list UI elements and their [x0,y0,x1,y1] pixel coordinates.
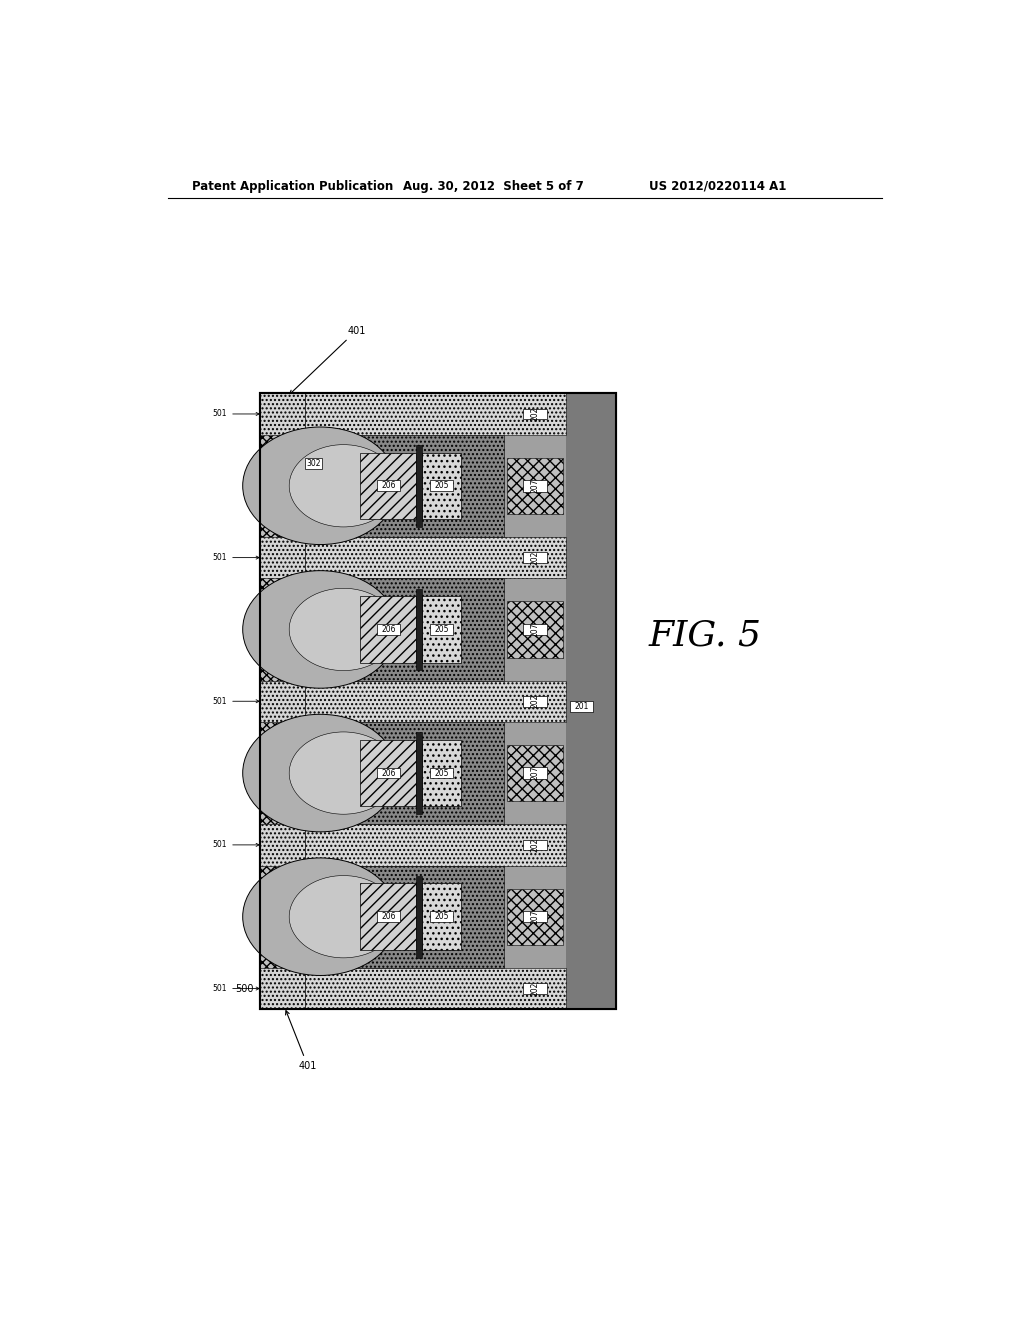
Bar [377,480,400,491]
Bar [260,393,305,434]
Text: 501: 501 [213,841,259,849]
Bar [305,866,504,968]
Bar [305,393,504,1010]
Bar [305,578,504,681]
Bar [504,393,566,1010]
Bar [360,883,416,950]
Bar [360,453,416,519]
Bar [523,552,547,564]
Text: 202: 202 [530,694,540,709]
Text: 205: 205 [434,482,449,490]
Bar [523,696,547,706]
Text: Aug. 30, 2012  Sheet 5 of 7: Aug. 30, 2012 Sheet 5 of 7 [403,180,584,193]
Bar [523,911,547,923]
Text: 205: 205 [434,768,449,777]
Bar [507,744,563,801]
Text: 500: 500 [234,983,254,994]
Bar [305,722,504,824]
Text: 207: 207 [530,909,540,924]
Bar [260,393,616,1010]
Text: 501: 501 [213,553,259,562]
Text: 401: 401 [290,326,366,395]
Bar [507,888,563,945]
Bar [377,911,400,923]
Text: 206: 206 [381,624,395,634]
Ellipse shape [243,858,397,975]
Bar [569,701,593,711]
Text: 202: 202 [530,407,540,421]
Bar [360,597,416,663]
Bar [305,393,566,434]
Ellipse shape [289,445,397,527]
Text: Patent Application Publication: Patent Application Publication [191,180,393,193]
Text: 202: 202 [530,550,540,565]
Text: 207: 207 [530,766,540,780]
Bar [305,434,504,537]
Bar [377,768,400,779]
Bar [422,739,462,807]
Bar [523,767,547,779]
Bar [507,458,563,513]
Bar [416,445,422,527]
Bar [523,983,547,994]
Bar [260,968,305,1010]
Bar [416,589,422,671]
Bar [430,911,454,923]
Bar [360,739,416,807]
Bar [305,681,566,722]
Ellipse shape [289,875,397,958]
Text: 501: 501 [213,409,259,418]
Bar [422,453,462,519]
Bar [430,480,454,491]
Bar [430,768,454,779]
Ellipse shape [243,426,397,545]
Bar [523,409,547,420]
Text: 201: 201 [574,702,589,711]
Text: 202: 202 [530,981,540,995]
Bar [422,597,462,663]
Ellipse shape [289,731,397,814]
Text: 401: 401 [286,1011,316,1071]
Ellipse shape [243,714,397,832]
Text: 206: 206 [381,482,395,490]
Ellipse shape [289,589,397,671]
Text: 202: 202 [530,838,540,853]
Bar [260,824,305,866]
Bar [422,883,462,950]
Bar [566,393,616,1010]
Bar [260,681,305,722]
Bar [416,733,422,814]
Bar [260,537,305,578]
Bar [523,840,547,850]
Text: 206: 206 [381,912,395,921]
Bar [305,824,566,866]
Text: 501: 501 [213,983,259,993]
Text: 206: 206 [381,768,395,777]
Text: 205: 205 [434,912,449,921]
Bar [260,393,305,1010]
Bar [523,480,547,491]
Text: US 2012/0220114 A1: US 2012/0220114 A1 [649,180,786,193]
Bar [260,393,616,1010]
Text: 501: 501 [213,697,259,706]
Bar [305,968,566,1010]
Text: 205: 205 [434,624,449,634]
Ellipse shape [243,570,397,688]
Text: FIG. 5: FIG. 5 [649,619,762,653]
Bar [377,624,400,635]
Bar [523,623,547,635]
Text: 207: 207 [530,622,540,636]
Bar [507,602,563,657]
Text: 302: 302 [306,459,321,467]
Text: 207: 207 [530,479,540,494]
Bar [416,876,422,957]
Bar [305,537,566,578]
Bar [430,624,454,635]
